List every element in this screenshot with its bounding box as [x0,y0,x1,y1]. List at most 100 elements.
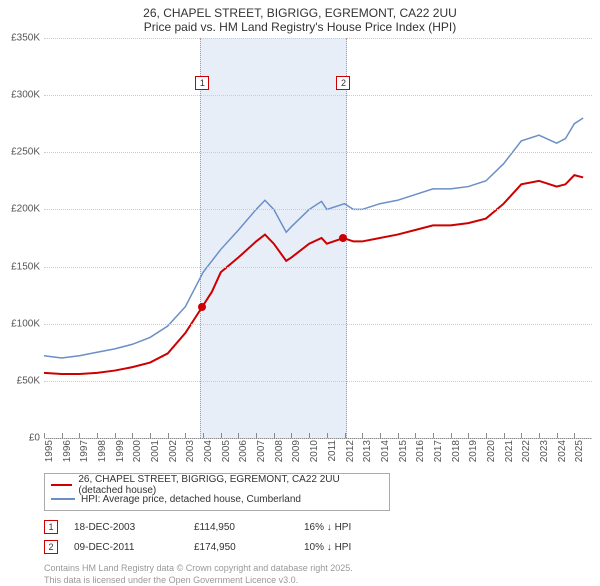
plot-svg [44,38,592,438]
x-tick [486,433,487,438]
x-axis-label: 2020 [486,440,497,470]
event-date: 18-DEC-2003 [74,522,194,533]
y-axis-label: £150K [0,261,40,272]
gridline [44,209,592,210]
x-tick [168,433,169,438]
x-axis-label: 1999 [115,440,126,470]
legend-row: 26, CHAPEL STREET, BIGRIGG, EGREMONT, CA… [51,478,383,492]
series-hpi [44,118,583,358]
x-tick [521,433,522,438]
x-axis-label: 2009 [291,440,302,470]
x-axis-label: 2023 [539,440,550,470]
x-axis-label: 2021 [504,440,515,470]
y-axis-label: £250K [0,147,40,158]
x-tick [309,433,310,438]
x-axis-label: 2005 [221,440,232,470]
gridline [44,324,592,325]
x-axis-label: 2018 [451,440,462,470]
gridline [44,152,592,153]
x-tick [150,433,151,438]
y-axis-label: £200K [0,204,40,215]
event-price: £114,950 [194,522,304,533]
x-tick [185,433,186,438]
x-axis-label: 2008 [274,440,285,470]
event-date: 09-DEC-2011 [74,542,194,553]
chart-area: £0£50K£100K£150K£200K£250K£300K£350K1995… [44,38,592,439]
x-tick [203,433,204,438]
x-tick [504,433,505,438]
x-tick [539,433,540,438]
y-axis-label: £50K [0,375,40,386]
container: 26, CHAPEL STREET, BIGRIGG, EGREMONT, CA… [0,0,600,560]
y-axis-label: £100K [0,318,40,329]
x-axis-label: 2002 [168,440,179,470]
footer-line1: Contains HM Land Registry data © Crown c… [44,563,592,575]
event-delta: 10% ↓ HPI [304,542,404,553]
footer-line2: This data is licensed under the Open Gov… [44,575,592,586]
x-axis-label: 2000 [132,440,143,470]
marker-box-2: 2 [336,76,350,90]
x-tick [115,433,116,438]
x-axis-label: 2013 [362,440,373,470]
y-axis-label: £350K [0,33,40,44]
x-tick [256,433,257,438]
title-line1: 26, CHAPEL STREET, BIGRIGG, EGREMONT, CA… [0,6,600,20]
marker-dot-2 [339,234,347,242]
events-table: 1 18-DEC-2003 £114,950 16% ↓ HPI 2 09-DE… [44,517,592,557]
x-axis-label: 2012 [345,440,356,470]
x-axis-label: 2004 [203,440,214,470]
y-axis-label: £300K [0,90,40,101]
x-axis-label: 2025 [574,440,585,470]
gridline [44,267,592,268]
x-tick [574,433,575,438]
x-axis-label: 2001 [150,440,161,470]
gridline [44,438,592,439]
x-axis-label: 2010 [309,440,320,470]
x-tick [380,433,381,438]
x-tick [327,433,328,438]
x-tick [132,433,133,438]
x-axis-label: 2003 [185,440,196,470]
x-axis-label: 2016 [415,440,426,470]
event-marker-2: 2 [44,540,58,554]
event-row: 1 18-DEC-2003 £114,950 16% ↓ HPI [44,517,592,537]
legend-swatch-subject [51,484,72,486]
event-delta: 16% ↓ HPI [304,522,404,533]
x-axis-label: 1995 [44,440,55,470]
legend-label-hpi: HPI: Average price, detached house, Cumb… [81,494,301,505]
x-axis-label: 2006 [238,440,249,470]
x-tick [274,433,275,438]
x-axis-label: 2007 [256,440,267,470]
series-subject [44,175,583,374]
y-axis-label: £0 [0,433,40,444]
event-price: £174,950 [194,542,304,553]
x-tick [557,433,558,438]
x-tick [62,433,63,438]
x-tick [468,433,469,438]
marker-dot-1 [198,303,206,311]
x-tick [362,433,363,438]
x-tick [345,433,346,438]
marker-box-1: 1 [195,76,209,90]
x-tick [238,433,239,438]
x-axis-label: 2011 [327,440,338,470]
x-axis-label: 2024 [557,440,568,470]
x-axis-label: 1998 [97,440,108,470]
x-axis-label: 2022 [521,440,532,470]
x-axis-label: 2019 [468,440,479,470]
x-tick [433,433,434,438]
title-line2: Price paid vs. HM Land Registry's House … [0,20,600,34]
x-tick [79,433,80,438]
x-axis-label: 2015 [398,440,409,470]
gridline [44,381,592,382]
titles: 26, CHAPEL STREET, BIGRIGG, EGREMONT, CA… [0,0,600,38]
gridline [44,38,592,39]
x-axis-label: 2014 [380,440,391,470]
x-tick [415,433,416,438]
x-tick [97,433,98,438]
legend: 26, CHAPEL STREET, BIGRIGG, EGREMONT, CA… [44,473,390,511]
x-tick [291,433,292,438]
x-axis-label: 1996 [62,440,73,470]
x-tick [451,433,452,438]
x-tick [398,433,399,438]
